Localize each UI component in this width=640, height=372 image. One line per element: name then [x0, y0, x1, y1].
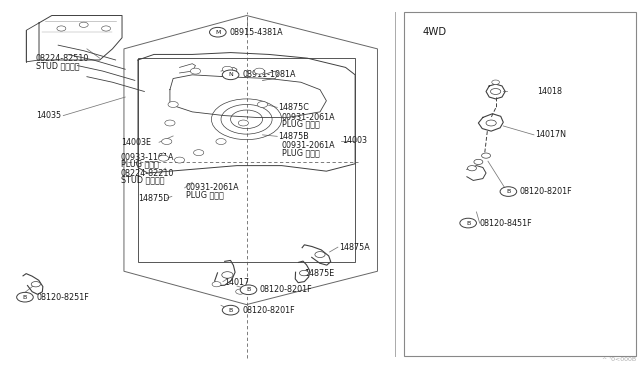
Text: 14017: 14017: [224, 278, 250, 287]
Text: PLUG プラグ: PLUG プラグ: [121, 159, 159, 168]
Text: 08120-8201F: 08120-8201F: [260, 285, 312, 294]
Text: 00931-2061A: 00931-2061A: [282, 113, 335, 122]
Circle shape: [165, 120, 175, 126]
Text: 4WD: 4WD: [422, 27, 446, 37]
Text: 14035: 14035: [36, 111, 61, 120]
Circle shape: [222, 305, 239, 315]
Bar: [138, 58, 355, 262]
Text: STUD スタッド: STUD スタッド: [121, 175, 164, 184]
Text: 14875A: 14875A: [339, 243, 370, 251]
Circle shape: [238, 120, 248, 126]
Circle shape: [193, 150, 204, 155]
Text: 08224-82210: 08224-82210: [121, 169, 174, 177]
Circle shape: [300, 270, 308, 276]
Text: 00931-2061A: 00931-2061A: [186, 183, 239, 192]
Text: STUD スタッド: STUD スタッド: [36, 61, 79, 70]
Circle shape: [500, 187, 516, 196]
Text: B: B: [466, 221, 470, 225]
Text: ^ '0<000B: ^ '0<000B: [602, 357, 636, 362]
Circle shape: [209, 28, 226, 37]
Text: 08120-8251F: 08120-8251F: [36, 293, 89, 302]
Circle shape: [222, 272, 233, 278]
Text: 14875B: 14875B: [278, 132, 309, 141]
Text: 08120-8451F: 08120-8451F: [479, 219, 532, 228]
Text: 00931-2061A: 00931-2061A: [282, 141, 335, 151]
Circle shape: [315, 251, 325, 257]
Circle shape: [467, 166, 476, 171]
Circle shape: [216, 138, 226, 144]
Circle shape: [240, 285, 257, 295]
Circle shape: [159, 155, 169, 161]
Text: 14003E: 14003E: [121, 138, 151, 147]
Circle shape: [254, 68, 264, 74]
Text: M: M: [215, 30, 221, 35]
Circle shape: [492, 80, 499, 84]
Circle shape: [257, 102, 268, 108]
Circle shape: [222, 70, 239, 80]
Text: 14017N: 14017N: [535, 130, 566, 140]
Text: 14018: 14018: [537, 87, 562, 96]
Text: 08120-8201F: 08120-8201F: [242, 306, 294, 315]
Text: 14875E: 14875E: [304, 269, 334, 278]
Circle shape: [102, 26, 111, 31]
Circle shape: [460, 218, 476, 228]
Circle shape: [486, 120, 496, 126]
Circle shape: [236, 289, 244, 294]
Text: PLUG プラグ: PLUG プラグ: [282, 148, 319, 157]
Text: B: B: [23, 295, 27, 300]
Circle shape: [222, 66, 232, 72]
Text: PLUG プラグ: PLUG プラグ: [186, 190, 223, 199]
Text: 08915-4381A: 08915-4381A: [229, 28, 283, 37]
Text: B: B: [246, 287, 251, 292]
Circle shape: [190, 68, 200, 74]
Circle shape: [79, 22, 88, 28]
Text: 08224-82510: 08224-82510: [36, 54, 89, 62]
Circle shape: [162, 138, 172, 144]
Text: 14003: 14003: [342, 136, 367, 145]
Text: B: B: [506, 189, 511, 194]
Circle shape: [174, 157, 184, 163]
Circle shape: [168, 102, 178, 108]
Text: N: N: [228, 72, 233, 77]
Text: PLUG プラグ: PLUG プラグ: [282, 119, 319, 128]
Circle shape: [31, 282, 40, 287]
Text: 08911-1081A: 08911-1081A: [242, 70, 296, 79]
Text: 14875D: 14875D: [138, 195, 170, 203]
Circle shape: [212, 282, 221, 287]
Circle shape: [490, 89, 500, 94]
Circle shape: [17, 292, 33, 302]
Text: 00933-1161A: 00933-1161A: [121, 153, 174, 161]
Text: 14875C: 14875C: [278, 103, 309, 112]
Text: 08120-8201F: 08120-8201F: [520, 187, 573, 196]
Circle shape: [57, 26, 66, 31]
Bar: [404, 12, 636, 356]
Text: B: B: [228, 308, 233, 312]
Circle shape: [474, 159, 483, 164]
Circle shape: [481, 153, 490, 158]
